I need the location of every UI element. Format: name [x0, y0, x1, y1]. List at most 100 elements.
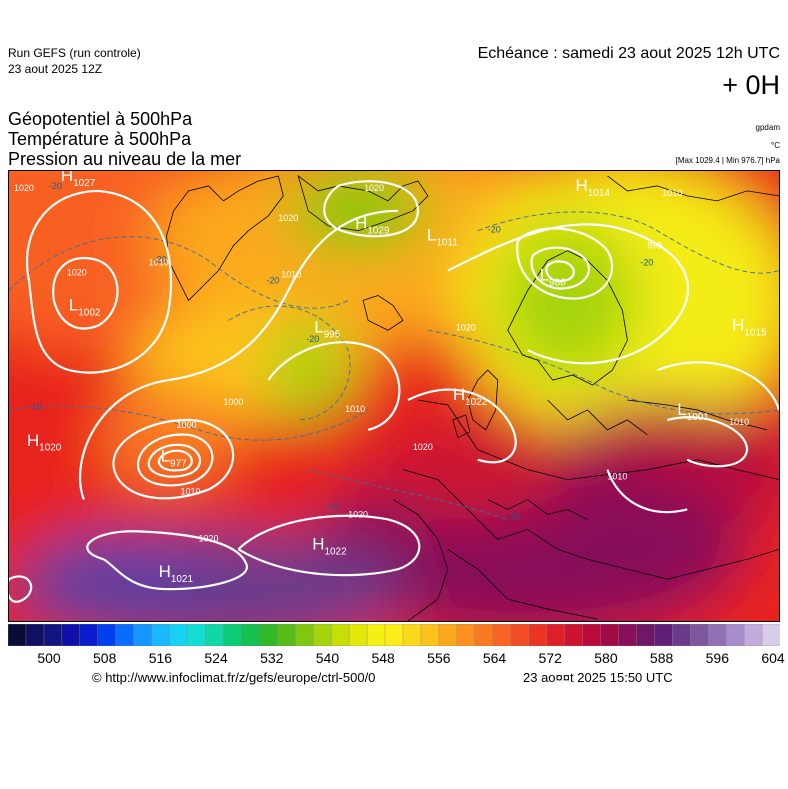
colorbar-swatch: [546, 624, 566, 646]
colorbar-tick-label: 508: [93, 650, 117, 666]
colorbar-swatch: [564, 624, 584, 646]
colorbar-swatch: [205, 624, 225, 646]
isobar-label: 1010: [149, 258, 169, 268]
colorbar: [8, 624, 780, 646]
temperature-label: -20: [488, 225, 501, 235]
temperature-label: -10: [508, 511, 521, 521]
forecast-valid-time: Echéance : samedi 23 aout 2025 12h UTC: [477, 45, 780, 62]
isobar-label: 1010: [345, 404, 365, 414]
colorbar-tick-label: 572: [538, 650, 562, 666]
colorbar-tick-label: 500: [37, 650, 61, 666]
colorbar-swatch: [510, 624, 530, 646]
colorbar-swatch: [169, 624, 189, 646]
colorbar-swatch: [528, 624, 548, 646]
colorbar-tick-label: 588: [649, 650, 674, 666]
coastlines: [166, 174, 779, 621]
isobar-label: 1000: [177, 420, 197, 430]
colorbar-swatch: [420, 624, 440, 646]
colorbar-tick-label: 540: [315, 650, 340, 666]
colorbar-swatch: [618, 624, 638, 646]
colorbar-swatch: [636, 624, 656, 646]
pressure-center: H1029: [355, 214, 390, 237]
colorbar-swatch: [313, 624, 332, 646]
colorbar-swatch: [492, 624, 512, 646]
temperature-label: -20: [49, 181, 62, 191]
run-title: Run GEFS (run controle): [8, 46, 141, 60]
colorbar-swatch: [330, 624, 350, 646]
isobar-labels: 1020 1020 1010 1020 1010 999 1020 1010 1000 1010 1…: [14, 183, 749, 543]
unit-geopotential: gpdam: [755, 123, 780, 132]
temperature-label: -20: [306, 334, 319, 344]
pressure-center: L1011: [427, 226, 458, 249]
run-date: 23 aout 2025 12Z: [8, 62, 103, 76]
isobar-label: 1020: [348, 509, 368, 519]
param-pressure: Pression au niveau de la mer: [8, 149, 242, 169]
colorbar-swatch: [97, 624, 117, 646]
colorbar-swatch: [600, 624, 620, 646]
colorbar-swatch: [223, 624, 243, 646]
colorbar-swatch: [582, 624, 602, 646]
colorbar-swatch: [241, 624, 261, 646]
colorbar-tick-label: 556: [427, 650, 451, 666]
colorbar-swatch: [690, 624, 709, 646]
pressure-center: H1027: [61, 170, 96, 189]
unit-pressure-range: [Max 1029.4 | Min 976.7] hPa: [675, 156, 780, 165]
colorbar-swatch: [8, 624, 27, 646]
colorbar-tick-label: 524: [204, 650, 228, 666]
isobar-label: 1000: [223, 397, 243, 407]
pressure-center: H1022: [312, 534, 347, 557]
colorbar-swatch: [654, 624, 673, 646]
isobar-label: 1020: [14, 183, 34, 193]
temperature-label: -20: [640, 258, 653, 268]
colorbar-swatch: [295, 624, 314, 646]
pressure-center: L988: [540, 266, 567, 289]
pressure-centers: H1027 H1029 L1011 H1014 L1002 L995 L988 H1015 H1…: [27, 170, 767, 585]
source-credit: © http://www.infoclimat.fr/z/gefs/europe…: [92, 670, 376, 685]
colorbar-tick-label: 548: [371, 650, 395, 666]
pressure-center: L1001: [677, 400, 709, 423]
isobar-label: 1020: [413, 442, 433, 452]
weather-map: 1020 1020 1010 1020 1010 999 1020 1010 1000 1010 1…: [8, 170, 780, 622]
pressure-center: H1014: [576, 176, 611, 199]
colorbar-tick-label: 604: [761, 650, 785, 666]
colorbar-swatch: [707, 624, 727, 646]
forecast-lead-time: + 0H: [722, 70, 780, 100]
colorbar-tick-label: 596: [705, 650, 729, 666]
isobar-label: 1010: [729, 417, 749, 427]
pressure-center: L977: [161, 447, 188, 470]
colorbar-swatch: [725, 624, 745, 646]
isobar-label: 1010: [181, 487, 201, 497]
isobar-label: 1010: [607, 472, 627, 482]
colorbar-tick-label: 516: [148, 650, 173, 666]
pressure-center: H1022: [453, 385, 488, 408]
isobar-label: 1020: [456, 322, 476, 332]
colorbar-swatch: [151, 624, 171, 646]
colorbar-swatch: [115, 624, 135, 646]
param-geopotential: Géopotentiel à 500hPa: [8, 109, 193, 129]
isobar-label: 1020: [199, 533, 219, 543]
colorbar-swatch: [384, 624, 404, 646]
temperature-isotherms: [9, 211, 779, 520]
generation-timestamp: 23 ao¤¤t 2025 15:50 UTC: [523, 670, 673, 685]
pressure-center: H1020: [27, 431, 62, 454]
isobar-label: 1010: [281, 270, 301, 280]
temperature-label: -10: [326, 502, 339, 512]
unit-temperature: °C: [771, 141, 780, 150]
colorbar-swatch: [366, 624, 386, 646]
isobar-label: 1020: [278, 213, 298, 223]
colorbar-swatch: [438, 624, 458, 646]
colorbar-swatch: [43, 624, 63, 646]
isobar-label: 999: [647, 241, 662, 251]
colorbar-swatch: [133, 624, 153, 646]
pressure-center: H1021: [159, 562, 194, 585]
isobar-label: 1020: [67, 268, 87, 278]
isobars: [9, 180, 779, 603]
isobar-label: 1010: [662, 188, 682, 198]
colorbar-swatch: [743, 624, 763, 646]
temperature-labels: -20 -20 -20 -20 -20 -20 -10 -10 -10: [29, 181, 653, 522]
colorbar-swatch: [348, 624, 368, 646]
colorbar-swatch: [277, 624, 296, 646]
colorbar-swatch: [187, 624, 207, 646]
colorbar-swatch: [402, 624, 422, 646]
colorbar-tick-label: 564: [482, 650, 507, 666]
